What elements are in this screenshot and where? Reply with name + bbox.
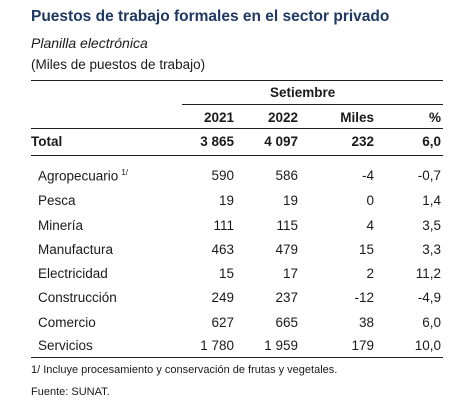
row-pct: 3,5	[422, 218, 441, 233]
row-pct: 6,0	[422, 315, 441, 330]
total-2021: 3 865	[200, 134, 234, 149]
row-label: Construcción	[38, 290, 117, 305]
row-miles: -4	[361, 168, 374, 183]
row-2021: 590	[211, 168, 234, 183]
header-2022: 2022	[267, 110, 298, 125]
row-label: Comercio	[38, 315, 96, 330]
table-units: (Miles de puestos de trabajo)	[31, 57, 206, 72]
row-2022: 586	[275, 168, 298, 183]
total-miles: 232	[351, 134, 374, 149]
row-2021: 1 780	[200, 338, 234, 353]
row-label: Pesca	[38, 193, 76, 208]
row-pct: -4,9	[417, 290, 441, 305]
row-label: Electricidad	[38, 266, 108, 281]
row-2021: 627	[211, 315, 234, 330]
row-miles: 38	[358, 315, 374, 330]
total-pct: 6,0	[422, 134, 441, 149]
row-2021: 19	[218, 193, 234, 208]
row-miles: 4	[366, 218, 374, 233]
footnote-marker: 1/	[121, 168, 128, 177]
row-2022: 665	[275, 315, 298, 330]
row-2022: 479	[275, 242, 298, 257]
row-2021: 15	[218, 266, 234, 281]
row-2022: 115	[276, 218, 298, 233]
row-miles: 2	[366, 266, 374, 281]
row-miles: -12	[354, 290, 374, 305]
row-2022: 17	[282, 266, 298, 281]
row-pct: 10,0	[414, 338, 441, 353]
header-group-setiembre: Setiembre	[270, 85, 336, 100]
header-2021: 2021	[203, 110, 234, 125]
total-2022: 4 097	[264, 134, 298, 149]
table-title: Puestos de trabajo formales en el sector…	[31, 8, 390, 25]
row-2021: 463	[211, 242, 234, 257]
row-miles: 15	[358, 242, 374, 257]
header-bottom-rule	[31, 128, 443, 129]
row-label: Minería	[38, 218, 84, 233]
row-label: Agropecuario 1/	[38, 168, 128, 184]
header-group-rule	[182, 104, 443, 105]
table-bottom-rule	[31, 357, 443, 358]
source-note: Fuente: SUNAT.	[31, 386, 110, 398]
row-2022: 1 959	[264, 338, 298, 353]
row-pct: 11,2	[415, 266, 441, 281]
row-pct: -0,7	[417, 168, 441, 183]
row-label: Servicios	[38, 338, 93, 353]
table-subtitle: Planilla electrónica	[31, 35, 148, 51]
row-2021: 249	[211, 290, 234, 305]
header-pct: %	[428, 110, 441, 125]
total-label: Total	[31, 134, 63, 149]
row-2022: 237	[275, 290, 298, 305]
row-pct: 3,3	[422, 242, 441, 257]
row-2022: 19	[282, 193, 298, 208]
row-pct: 1,4	[422, 193, 441, 208]
row-2021: 111	[213, 218, 234, 233]
row-miles: 179	[351, 338, 374, 353]
table-top-rule	[31, 80, 443, 81]
row-miles: 0	[366, 193, 374, 208]
header-miles: Miles	[340, 110, 374, 125]
total-rule	[31, 155, 443, 156]
footnote: 1/ Incluye procesamiento y conservación …	[31, 364, 338, 376]
row-label: Manufactura	[38, 242, 114, 257]
